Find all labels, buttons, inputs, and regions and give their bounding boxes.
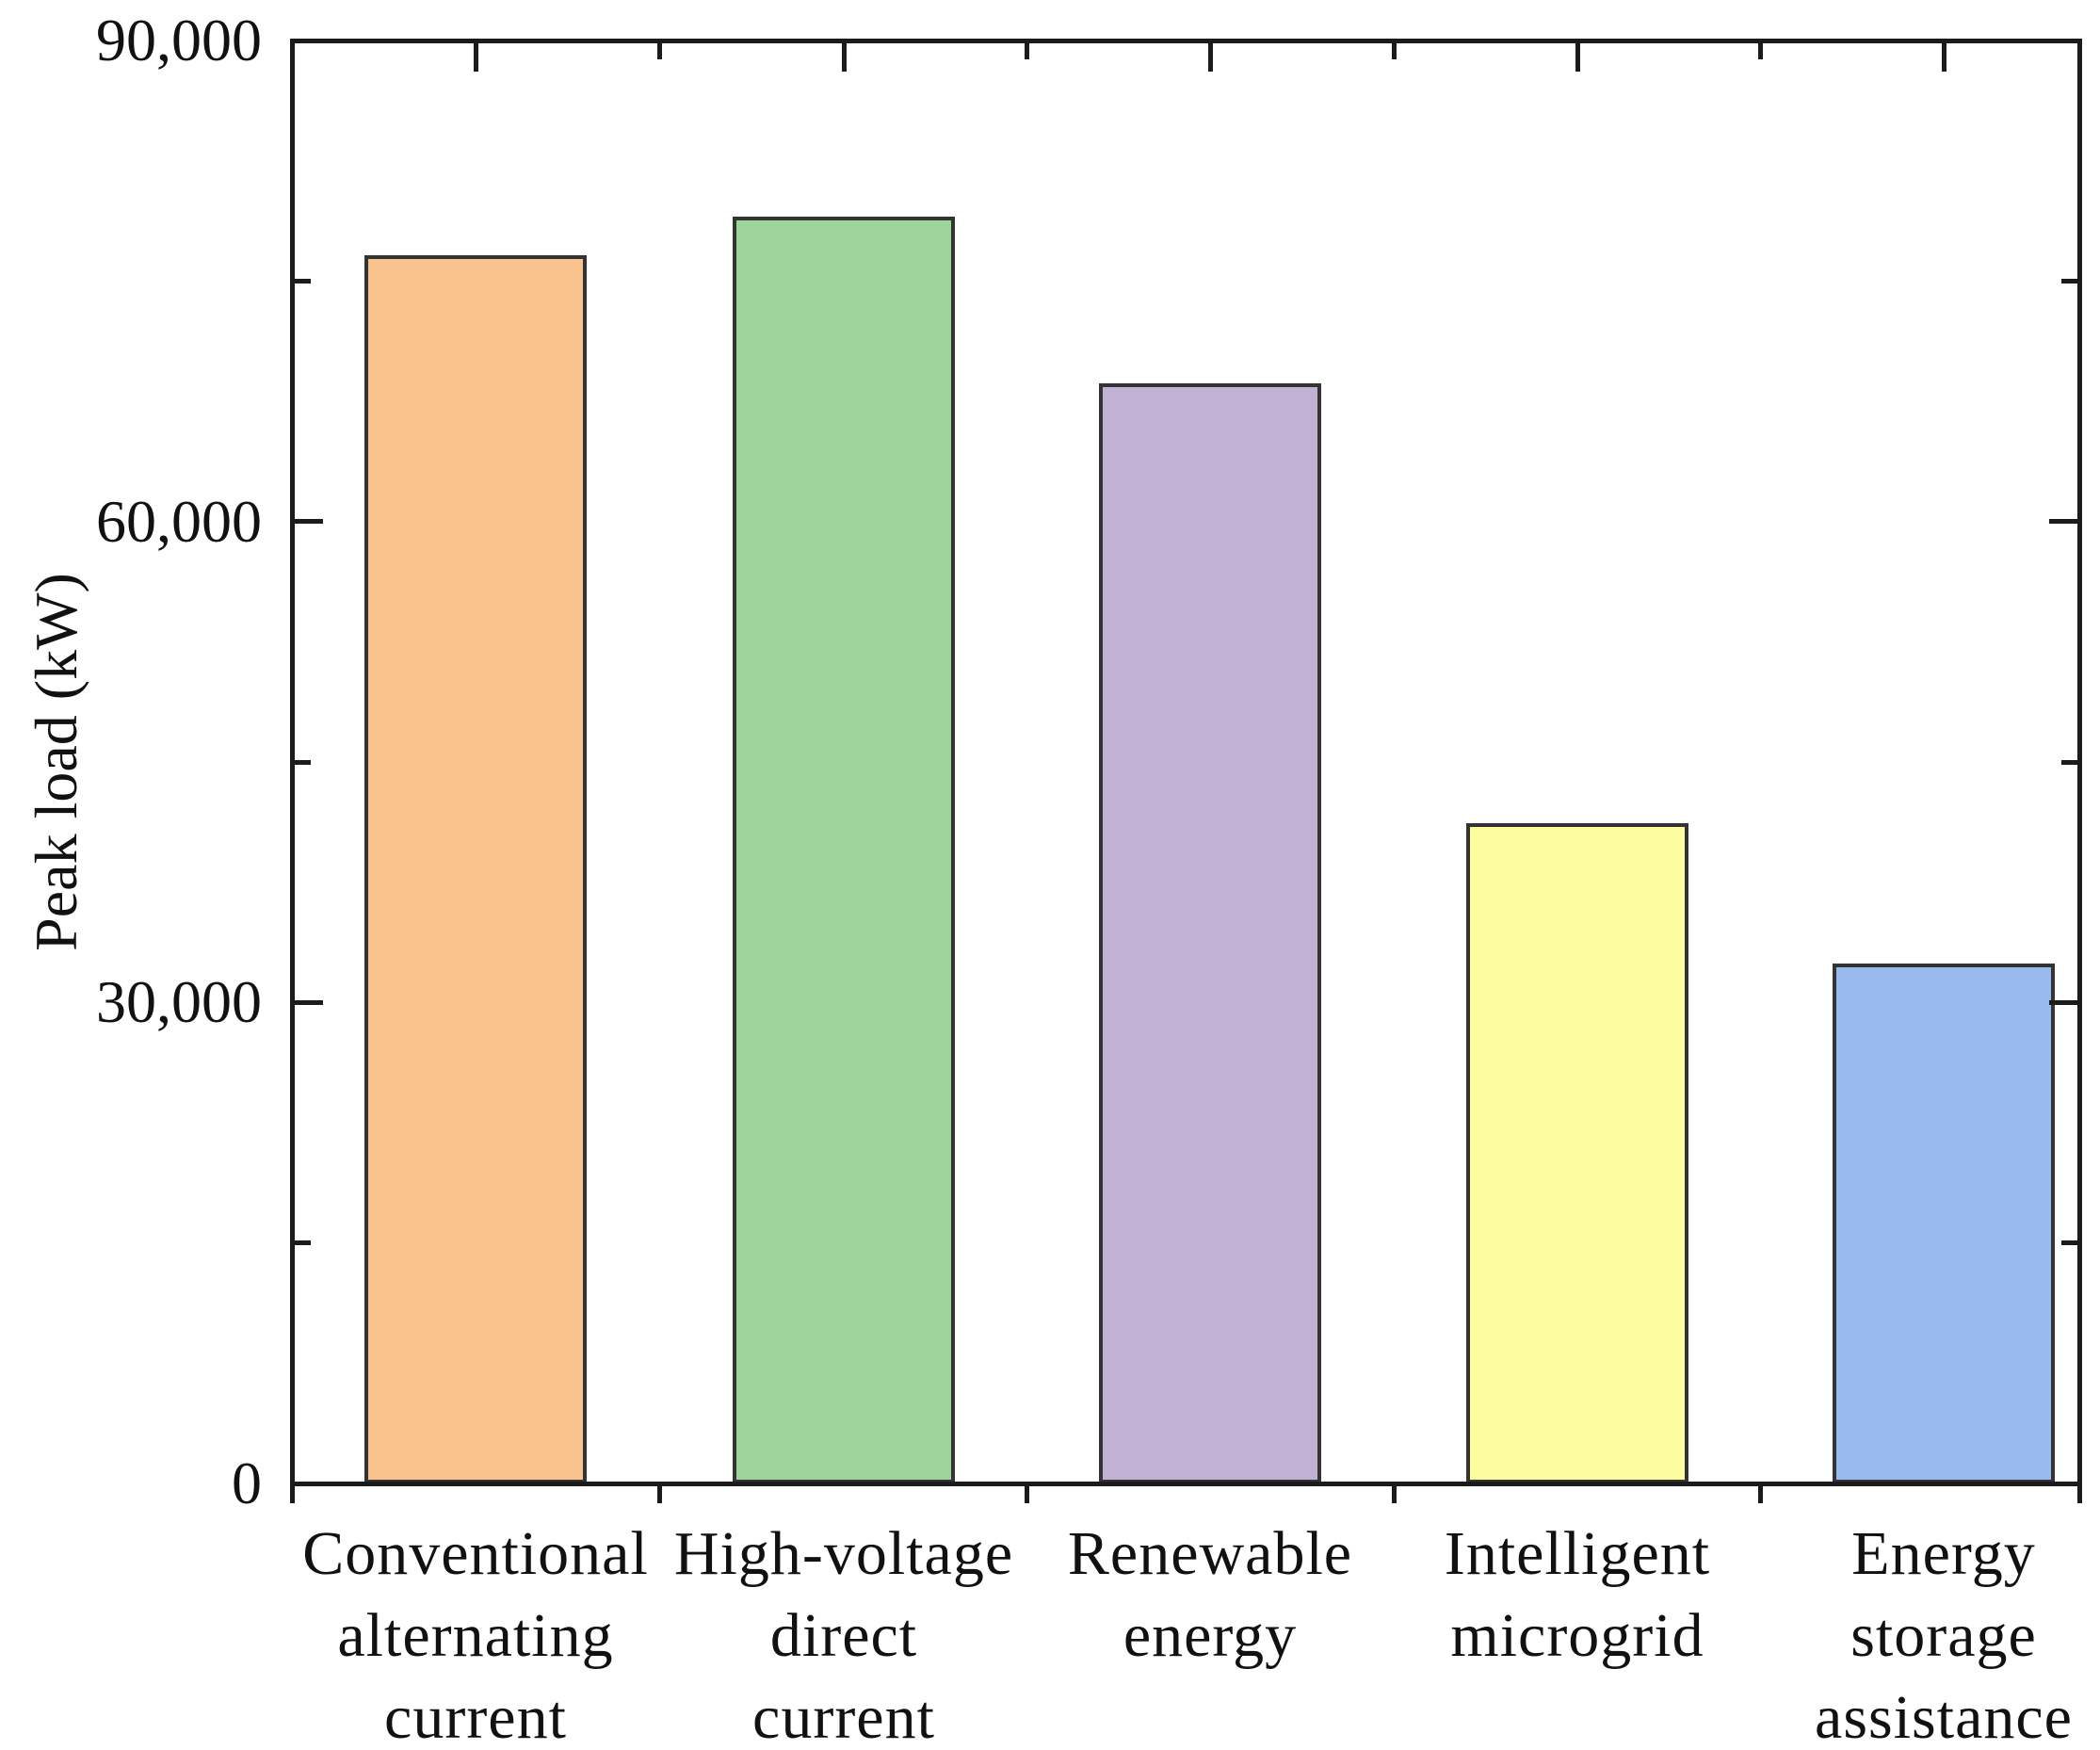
x-category-label-3: Renewable energy — [965, 1513, 1455, 1677]
y-minor-tick-left — [294, 1240, 311, 1246]
x-category-label-line: energy — [1123, 1601, 1298, 1670]
x-category-label-line: Intelligent — [1444, 1519, 1711, 1588]
x-minor-tick-top — [1025, 42, 1029, 59]
plot-frame — [289, 38, 2082, 1486]
x-major-tick-top — [1207, 42, 1213, 72]
x-major-tick-top — [1575, 42, 1580, 72]
y-major-tick-left — [294, 999, 323, 1005]
x-category-label-line: current — [384, 1683, 567, 1750]
x-major-tick-top — [473, 42, 478, 72]
x-category-label-4: Intelligent microgrid — [1333, 1513, 1822, 1677]
y-minor-tick-right — [2060, 759, 2077, 765]
y-major-tick-right — [2048, 999, 2077, 1005]
x-boundary-tick-bottom — [657, 1485, 662, 1503]
y-minor-tick-right — [2060, 1240, 2077, 1246]
y-major-tick-left — [294, 519, 323, 525]
y-tick-label-30000: 30,000 — [96, 968, 262, 1036]
x-boundary-tick-bottom — [1391, 1485, 1397, 1503]
y-tick-label-90000: 90,000 — [96, 7, 262, 73]
x-minor-tick-top — [1391, 42, 1397, 59]
bar-conventional-alternating-current — [364, 255, 587, 1483]
x-category-label-line: assistance — [1815, 1683, 2073, 1750]
y-minor-tick-left — [294, 278, 311, 284]
x-category-label-line: direct — [769, 1601, 918, 1670]
bar-high-voltage-direct-current — [733, 217, 955, 1483]
y-minor-tick-left — [294, 759, 311, 765]
x-minor-tick-top — [1758, 42, 1763, 59]
x-category-label-line: Conventional — [302, 1519, 649, 1588]
x-category-label-2: High-voltage direct current — [599, 1513, 1089, 1750]
x-major-tick-top — [1941, 42, 1947, 72]
y-minor-tick-right — [2060, 278, 2077, 284]
x-boundary-tick-bottom — [1025, 1485, 1029, 1503]
x-boundary-tick-bottom — [1758, 1485, 1763, 1503]
x-category-label-5: Energy storage assistance — [1699, 1513, 2100, 1750]
x-category-label-line: microgrid — [1450, 1601, 1704, 1670]
x-category-label-line: Renewable — [1067, 1519, 1353, 1588]
y-tick-label-60000: 60,000 — [96, 487, 262, 555]
bar-energy-storage-assistance — [1833, 964, 2055, 1483]
x-boundary-tick-bottom — [289, 1485, 295, 1503]
x-category-label-line: current — [752, 1683, 935, 1750]
y-major-tick-right — [2048, 519, 2077, 525]
x-category-label-line: Energy — [1851, 1519, 2036, 1588]
y-axis-title: Peak load (kW) — [23, 573, 89, 951]
x-category-label-line: alternating — [337, 1601, 614, 1670]
y-tick-label-0: 0 — [232, 1450, 262, 1516]
x-category-label-line: High-voltage — [673, 1519, 1014, 1588]
x-minor-tick-top — [657, 42, 662, 59]
x-category-label-line: storage — [1850, 1601, 2037, 1670]
x-major-tick-top — [841, 42, 847, 72]
x-boundary-tick-bottom — [2076, 1485, 2082, 1503]
x-category-label-1: Conventional alternating current — [231, 1513, 720, 1750]
